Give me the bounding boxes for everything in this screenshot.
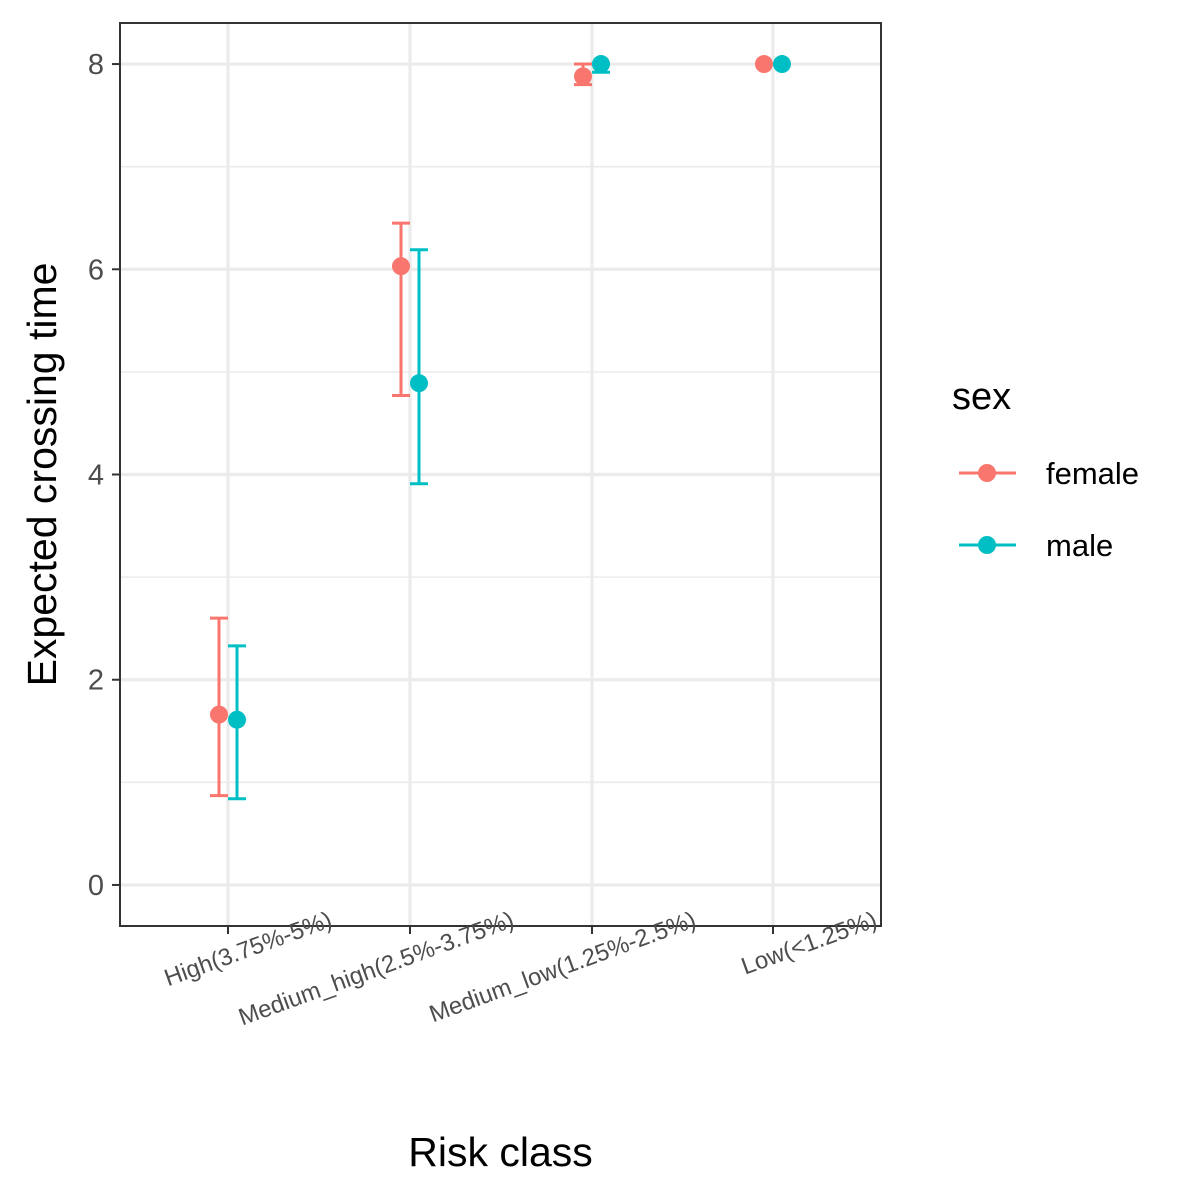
- data-point-male: [773, 55, 791, 74]
- data-point-male: [592, 55, 610, 74]
- x-axis-title: Risk class: [408, 1129, 593, 1175]
- data-point-female: [392, 257, 410, 276]
- legend-label: female: [1046, 456, 1139, 491]
- grid: [120, 23, 881, 926]
- legend-label: male: [1046, 528, 1113, 563]
- data-marks: [210, 55, 791, 801]
- y-tick-label: 8: [88, 49, 104, 81]
- data-point-male: [410, 374, 428, 393]
- error-bar-female: [392, 221, 410, 397]
- legend-key-point: [978, 464, 996, 482]
- legend-item-male: male: [959, 528, 1113, 563]
- data-point-female: [755, 55, 773, 74]
- legend-title: sex: [952, 376, 1011, 418]
- error-bar-male: [410, 248, 428, 486]
- legend-item-female: female: [959, 456, 1139, 491]
- y-tick-label: 6: [88, 254, 104, 286]
- legend-key-point: [978, 536, 996, 554]
- y-tick-label: 4: [88, 460, 104, 492]
- y-axis-title: Expected crossing time: [19, 263, 65, 687]
- y-tick-label: 0: [88, 870, 104, 902]
- y-tick-label: 2: [88, 665, 104, 697]
- data-point-female: [574, 67, 592, 86]
- legend: sex female male: [952, 376, 1139, 563]
- data-point-female: [210, 705, 228, 724]
- data-point-male: [228, 710, 246, 729]
